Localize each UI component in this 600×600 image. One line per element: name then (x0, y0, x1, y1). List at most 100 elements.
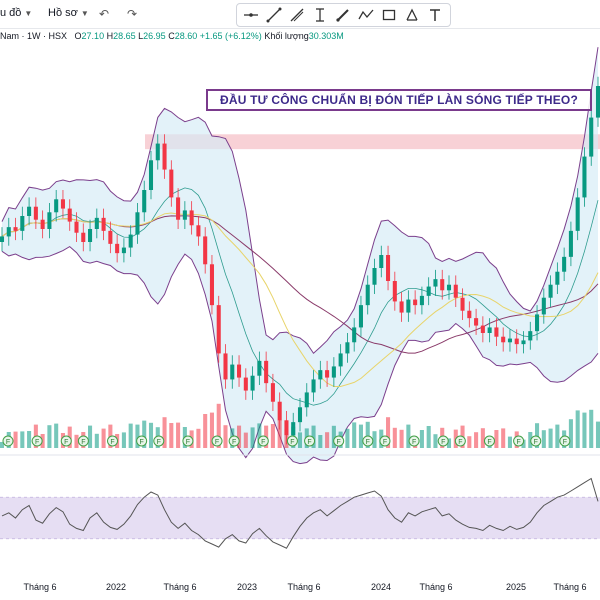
volume-bar (148, 422, 154, 448)
candle-body (474, 318, 479, 326)
volume-bar (582, 412, 587, 448)
event-marker-circle (408, 435, 420, 447)
candle-body (115, 243, 120, 254)
candle-body (284, 420, 289, 436)
volume-bar (541, 430, 546, 448)
x-axis-tick-label: Tháng 6 (23, 582, 56, 592)
volume-bar (257, 423, 262, 448)
crosshair-line-icon[interactable] (243, 7, 259, 23)
high-value: 28.65 (113, 31, 136, 41)
candle-body (440, 279, 445, 291)
chevron-down-icon: ▼ (24, 9, 33, 18)
candle-body (304, 392, 309, 408)
rectangle-icon[interactable] (381, 7, 397, 23)
candle-body (135, 212, 140, 235)
candle-body (0, 236, 5, 242)
candle-body (108, 230, 113, 244)
volume-bar (548, 428, 553, 448)
volume-bar (169, 423, 174, 448)
event-marker-label: F (307, 439, 311, 446)
candle-body (372, 268, 377, 285)
event-marker-label: F (290, 439, 294, 446)
event-marker-circle (286, 435, 298, 447)
volume-bar (128, 423, 133, 448)
volume-bar (568, 419, 573, 448)
candle-body (460, 297, 465, 311)
volume-bar (209, 412, 214, 448)
event-marker-label: F (534, 439, 538, 446)
candle-body (426, 286, 431, 296)
candle-body (392, 281, 397, 302)
volume-bar (358, 424, 363, 448)
profile-menu[interactable]: Hồ sơ ▼ (48, 7, 89, 19)
event-marker-label: F (140, 439, 144, 446)
event-marker-label: F (383, 439, 387, 446)
candle-body (365, 284, 370, 306)
candle-body (121, 247, 126, 254)
candle-body (169, 169, 174, 198)
candle-body (358, 305, 363, 328)
volume-bar (88, 425, 93, 448)
volume-bar (446, 438, 452, 448)
open-label: O (74, 31, 82, 41)
volume-bar (237, 425, 242, 448)
candle-body (528, 331, 533, 341)
text-t-icon[interactable] (427, 7, 443, 23)
symbol-label[interactable]: Nam · 1W · HSX (0, 31, 68, 41)
candle-body (148, 160, 154, 190)
brush-icon[interactable] (335, 7, 351, 23)
rsi-line (1, 477, 599, 549)
volume-bar (467, 436, 472, 448)
candle-body (297, 407, 303, 423)
candle-body (507, 338, 512, 343)
high-label: H (106, 31, 114, 41)
volume-bar (589, 409, 594, 448)
event-marker-circle (77, 435, 89, 447)
volume-bar (311, 425, 316, 448)
candle-body (33, 206, 38, 220)
x-axis-tick-label: Tháng 6 (287, 582, 320, 592)
event-marker-circle (211, 435, 223, 447)
chart-annotation-headline[interactable]: ĐẦU TƯ CÔNG CHUẨN BỊ ĐÓN TIẾP LÀN SÓNG T… (206, 89, 592, 111)
candle-body (47, 212, 52, 229)
volume-bar (392, 427, 397, 448)
candle-body (243, 377, 248, 391)
volume-bar (501, 428, 506, 448)
text-cursor-icon[interactable] (312, 7, 328, 23)
volume-bar (595, 421, 600, 448)
event-marker-label: F (441, 439, 445, 446)
x-axis-tick-label: 2025 (506, 582, 526, 592)
candle-body (338, 353, 343, 367)
candle-body (237, 364, 242, 378)
event-marker-label: F (157, 439, 161, 446)
candle-body (230, 364, 235, 380)
event-marker-circle (2, 435, 14, 447)
candle-body (433, 279, 438, 287)
drawing-toolbar (236, 3, 451, 27)
candle-body (250, 375, 255, 391)
redo-icon[interactable]: ↷ (126, 7, 138, 21)
volume-bar (223, 425, 228, 448)
candle-body (318, 370, 323, 380)
candle-body (162, 143, 167, 170)
volume-bar (426, 426, 431, 448)
chart-type-menu[interactable]: u đồ ▼ (0, 7, 33, 19)
volume-bar (386, 417, 391, 448)
undo-icon[interactable]: ↶ (98, 7, 110, 21)
candle-body (568, 230, 573, 257)
trend-line-icon[interactable] (266, 7, 282, 23)
zigzag-icon[interactable] (358, 7, 374, 23)
volume-label: Khối lượng (264, 31, 309, 41)
eraser-icon[interactable] (404, 7, 420, 23)
candle-body (487, 327, 492, 333)
ray-icon[interactable] (289, 7, 305, 23)
volume-bar (528, 432, 533, 448)
candle-body (446, 284, 452, 291)
event-marker-label: F (516, 439, 520, 446)
volume-bar (277, 420, 282, 448)
volume-bar (121, 432, 126, 448)
volume-bar (13, 431, 18, 448)
candle-body (142, 190, 147, 213)
event-marker-circle (362, 435, 374, 447)
